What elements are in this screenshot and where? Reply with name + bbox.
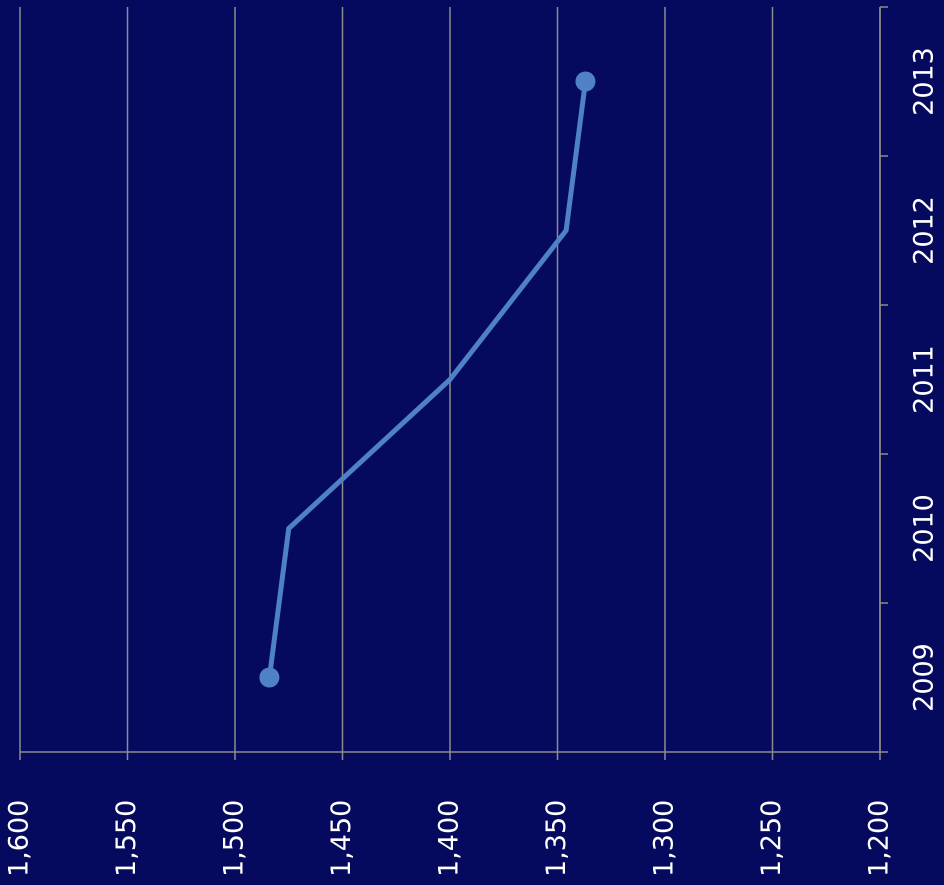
x-tick-label: 2012 (909, 196, 940, 265)
y-tick-label: 1,400 (434, 800, 465, 877)
x-tick-label: 2009 (909, 643, 940, 712)
x-tick-label: 2013 (909, 47, 940, 116)
x-tick-label: 2011 (909, 345, 940, 414)
y-tick-label: 1,450 (326, 800, 357, 877)
y-tick-label: 1,200 (864, 800, 895, 877)
y-tick-label: 1,550 (111, 800, 142, 877)
marker (575, 71, 596, 92)
y-tick-label: 1,500 (219, 800, 250, 877)
y-tick-label: 1,250 (756, 800, 787, 877)
marker (259, 667, 280, 688)
y-tick-label: 1,350 (541, 800, 572, 877)
line (266, 81, 588, 678)
x-tick-label: 2010 (909, 494, 940, 563)
y-tick-label: 1,600 (4, 800, 35, 877)
y-tick-label: 1,300 (649, 800, 680, 877)
